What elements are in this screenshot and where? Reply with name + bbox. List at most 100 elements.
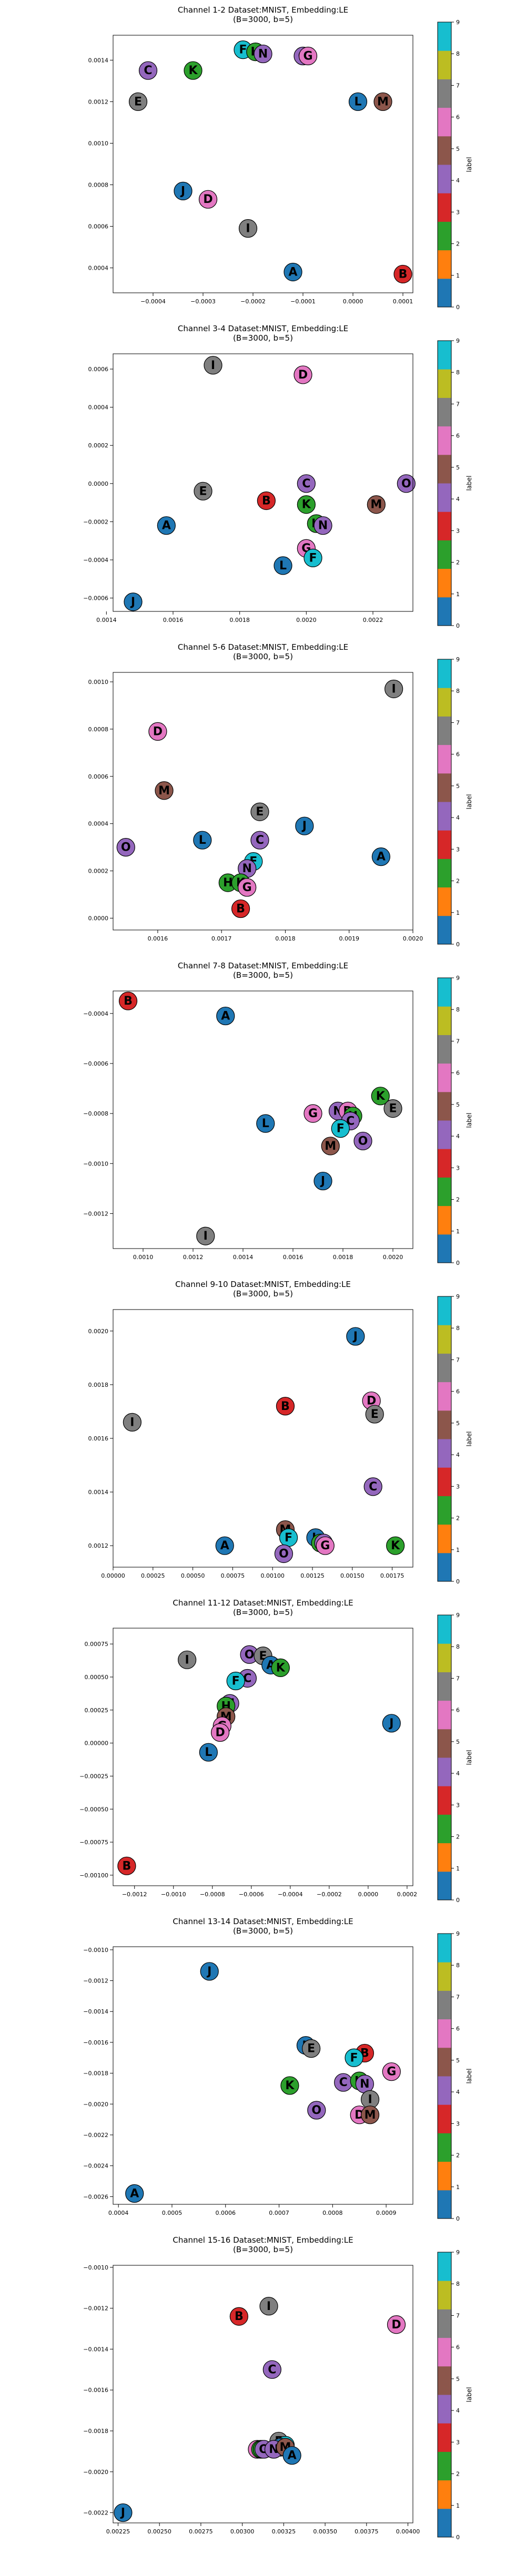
y-tick-label: 0.0006 <box>88 773 109 780</box>
y-tick-label: 0.0014 <box>88 57 109 64</box>
colorbar-tick-label: 9 <box>456 2249 460 2256</box>
point-letter-label: C <box>339 2076 348 2089</box>
scatter-point <box>345 2048 363 2067</box>
colorbar-segment <box>438 2252 451 2281</box>
point-letter-label: B <box>124 995 133 1008</box>
colorbar-segment <box>438 1524 451 1553</box>
point-letter-label: E <box>389 1102 397 1116</box>
colorbar-segment <box>438 1700 451 1730</box>
point-letter-label: J <box>301 820 307 833</box>
scatter-point <box>199 1743 218 1762</box>
point-letter-label: A <box>220 1539 229 1552</box>
point-letter-label: N <box>258 48 268 61</box>
colorbar-segment <box>438 744 451 774</box>
colorbar-label: label <box>466 2068 473 2083</box>
x-tick-label: 0.0016 <box>283 1254 304 1261</box>
scatter-point <box>193 831 212 850</box>
point-letter-label: G <box>303 50 312 63</box>
x-tick-label: −0.0004 <box>140 298 166 305</box>
colorbar-segment <box>438 2395 451 2424</box>
x-tick-label: 0.0018 <box>333 1254 353 1261</box>
colorbar-segment <box>438 1615 451 1644</box>
y-tick-label: −0.00075 <box>79 1839 108 1846</box>
point-letter-label: L <box>354 95 361 108</box>
point-letter-label: E <box>199 485 207 498</box>
colorbar-tick-label: 7 <box>456 1994 460 2000</box>
colorbar-tick-label: 5 <box>456 1739 460 1745</box>
chart-title: Channel 3-4 Dataset:MNIST, Embedding:LE <box>178 324 348 333</box>
scatter-point <box>385 679 403 699</box>
colorbar-segment <box>438 1439 451 1468</box>
colorbar-tick-label: 0 <box>456 1578 460 1585</box>
colorbar-segment <box>438 2161 451 2191</box>
y-tick-label: −0.0008 <box>83 1110 108 1117</box>
colorbar-segment <box>438 2190 451 2219</box>
scatter-point <box>321 1137 340 1156</box>
colorbar-tick-label: 5 <box>456 146 460 152</box>
colorbar-segment <box>438 1467 451 1496</box>
colorbar-tick-label: 1 <box>456 272 460 279</box>
colorbar-tick-label: 2 <box>456 1515 460 1522</box>
colorbar-tick-label: 5 <box>456 2376 460 2383</box>
point-letter-label: J <box>320 1175 325 1188</box>
point-letter-label: J <box>388 1717 393 1730</box>
point-letter-label: C <box>144 64 152 77</box>
colorbar-segment <box>438 1962 451 1991</box>
colorbar-segment <box>438 454 451 484</box>
y-tick-label: 0.0010 <box>88 140 109 147</box>
colorbar-tick-label: 0 <box>456 1897 460 1904</box>
x-tick-label: 0.0016 <box>148 935 168 942</box>
scatter-point <box>313 516 332 535</box>
scatter-point <box>117 1856 136 1875</box>
point-letter-label: G <box>387 2066 396 2079</box>
colorbar-tick-label: 6 <box>456 1070 460 1077</box>
x-tick-label: 0.00350 <box>313 2528 337 2535</box>
colorbar-segment <box>438 659 451 688</box>
colorbar-tick-label: 0 <box>456 2215 460 2222</box>
x-tick-label: 0.00000 <box>101 1572 125 1579</box>
scatter-point <box>194 482 213 500</box>
x-tick-label: 0.0007 <box>269 2210 289 2216</box>
x-tick-label: −0.0004 <box>278 1891 303 1898</box>
x-tick-label: 0.00250 <box>147 2528 171 2535</box>
point-letter-label: J <box>352 1330 358 1343</box>
scatter-point <box>123 1413 141 1432</box>
colorbar-tick-label: 7 <box>456 2312 460 2319</box>
chart-subtitle: (B=3000, b=5) <box>233 2245 293 2254</box>
x-tick-label: −0.0010 <box>161 1891 186 1898</box>
colorbar-tick-label: 0 <box>456 622 460 629</box>
point-letter-label: A <box>377 851 386 864</box>
colorbar-tick-label: 4 <box>456 177 460 184</box>
colorbar-tick-label: 2 <box>456 559 460 566</box>
colorbar-segment <box>438 915 451 945</box>
colorbar-tick-label: 4 <box>456 1451 460 1458</box>
chart-title: Channel 13-14 Dataset:MNIST, Embedding:L… <box>173 1917 353 1926</box>
point-letter-label: O <box>279 1547 289 1560</box>
colorbar-tick-label: 4 <box>456 1133 460 1140</box>
scatter-point <box>138 61 158 80</box>
x-tick-label: 0.00275 <box>189 2528 213 2535</box>
chart-subtitle: (B=3000, b=5) <box>233 1926 293 1936</box>
colorbar-segment <box>438 1552 451 1582</box>
colorbar-segment <box>438 1177 451 1207</box>
point-letter-label: D <box>391 2318 401 2332</box>
colorbar-tick-label: 8 <box>456 1325 460 1332</box>
x-tick-label: 0.00175 <box>380 1572 404 1579</box>
y-tick-label: 0.0006 <box>88 366 109 373</box>
colorbar-frame <box>437 1614 452 1900</box>
colorbar-label: label <box>466 794 473 809</box>
colorbar-segment <box>438 716 451 745</box>
x-tick-label: 0.0014 <box>233 1254 254 1261</box>
colorbar-segment <box>438 1120 451 1149</box>
chart-subtitle: (B=3000, b=5) <box>233 970 293 980</box>
colorbar-segment <box>438 1934 451 1962</box>
scatter-point <box>200 1962 219 1981</box>
colorbar-tick-label: 1 <box>456 909 460 916</box>
colorbar-tick-label: 6 <box>456 2344 460 2351</box>
colorbar-tick-label: 2 <box>456 2471 460 2478</box>
scatter-point <box>316 1536 335 1555</box>
colorbar-tick-label: 8 <box>456 688 460 694</box>
colorbar-segment <box>438 1234 451 1263</box>
x-tick-label: 0.0018 <box>275 935 296 942</box>
point-letter-label: E <box>256 805 264 819</box>
